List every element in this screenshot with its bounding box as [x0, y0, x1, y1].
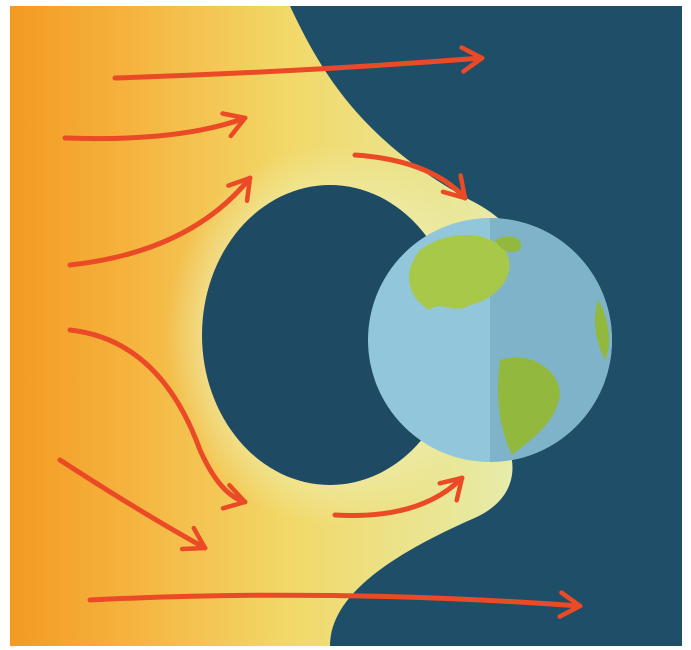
- continent-north-america: [409, 234, 510, 310]
- solar-wind-arrows: [57, 45, 583, 619]
- continent-africa: [594, 300, 610, 360]
- arrow: [332, 475, 465, 519]
- continent-greenland: [495, 236, 521, 252]
- continent-south-america: [498, 357, 560, 455]
- arrow: [67, 327, 248, 511]
- arrow: [112, 45, 485, 81]
- earth: [368, 218, 612, 462]
- arrow: [352, 152, 468, 201]
- arrow: [67, 175, 253, 268]
- arrow: [57, 457, 208, 552]
- arrow: [87, 590, 583, 619]
- arrow: [62, 111, 248, 142]
